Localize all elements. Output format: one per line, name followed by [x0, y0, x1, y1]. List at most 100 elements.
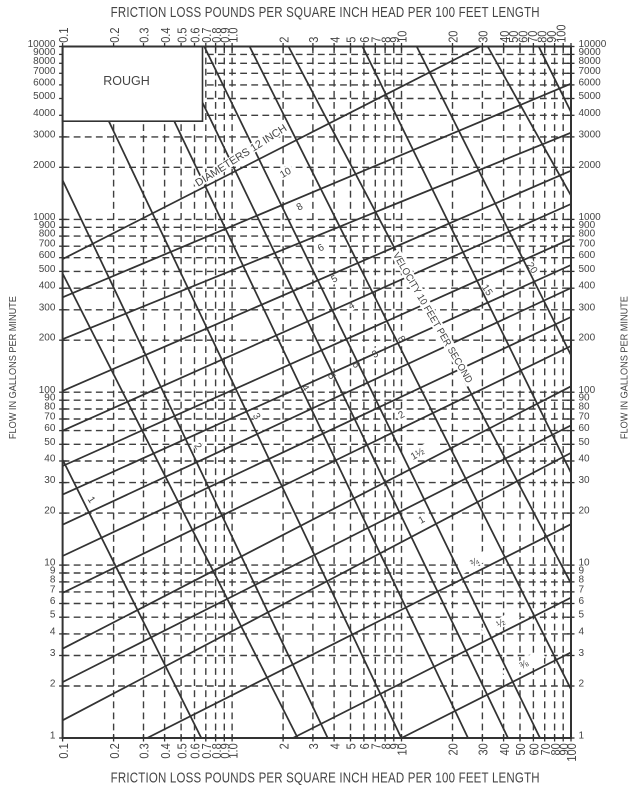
svg-text:8: 8: [50, 574, 56, 585]
svg-text:400: 400: [39, 281, 56, 292]
svg-text:70: 70: [538, 743, 553, 755]
svg-text:3: 3: [579, 648, 585, 659]
svg-text:9000: 9000: [33, 47, 56, 58]
svg-text:9: 9: [50, 566, 56, 577]
svg-text:90: 90: [44, 393, 56, 404]
svg-text:10000: 10000: [579, 39, 607, 50]
svg-text:2000: 2000: [33, 160, 56, 171]
svg-text:3000: 3000: [33, 129, 56, 140]
svg-text:9: 9: [387, 743, 402, 749]
svg-text:1.0: 1.0: [225, 27, 240, 42]
svg-text:80: 80: [548, 743, 563, 755]
svg-text:100: 100: [579, 385, 596, 396]
svg-text:4: 4: [347, 300, 358, 313]
svg-text:600: 600: [579, 250, 596, 261]
svg-text:9000: 9000: [579, 47, 602, 58]
svg-text:90: 90: [556, 743, 571, 755]
svg-text:300: 300: [39, 302, 56, 313]
svg-text:70: 70: [525, 30, 540, 42]
svg-text:0.4: 0.4: [158, 743, 173, 758]
svg-text:4: 4: [50, 626, 56, 637]
svg-text:3: 3: [50, 648, 56, 659]
svg-text:50: 50: [579, 437, 591, 448]
svg-text:1000: 1000: [579, 212, 602, 223]
svg-text:8: 8: [579, 574, 585, 585]
svg-text:0.3: 0.3: [137, 27, 152, 42]
svg-text:0.7: 0.7: [199, 27, 214, 42]
svg-text:50: 50: [44, 437, 56, 448]
svg-text:0.2: 0.2: [107, 27, 122, 42]
svg-text:40: 40: [497, 743, 512, 755]
svg-text:3: 3: [250, 411, 262, 422]
svg-text:FRICTION LOSS POUNDS PER SQUAR: FRICTION LOSS POUNDS PER SQUARE INCH HEA…: [111, 769, 540, 786]
svg-text:10: 10: [579, 558, 591, 569]
svg-text:60: 60: [527, 743, 542, 755]
svg-text:4000: 4000: [33, 108, 56, 119]
svg-text:5: 5: [330, 273, 341, 286]
svg-text:500: 500: [579, 264, 596, 275]
svg-text:7: 7: [50, 584, 56, 595]
svg-text:70: 70: [44, 412, 56, 423]
svg-text:10: 10: [395, 30, 410, 42]
svg-text:40: 40: [497, 30, 512, 42]
svg-text:60: 60: [579, 423, 591, 434]
svg-text:20: 20: [579, 506, 591, 517]
svg-text:9: 9: [579, 566, 585, 577]
svg-text:2: 2: [276, 743, 291, 749]
svg-text:100: 100: [564, 743, 579, 762]
svg-text:6: 6: [50, 596, 56, 607]
svg-text:0.7: 0.7: [199, 743, 214, 758]
svg-text:FLOW IN GALLONS PER MINUTE: FLOW IN GALLONS PER MINUTE: [8, 296, 19, 439]
svg-text:10: 10: [278, 166, 294, 181]
svg-text:20: 20: [446, 743, 461, 755]
svg-text:10: 10: [44, 558, 56, 569]
svg-text:700: 700: [39, 239, 56, 250]
svg-text:7000: 7000: [579, 66, 602, 77]
svg-text:6: 6: [316, 242, 327, 255]
svg-text:6: 6: [350, 360, 362, 371]
svg-text:800: 800: [579, 229, 596, 240]
svg-text:2: 2: [276, 36, 291, 42]
svg-text:1.0: 1.0: [225, 743, 240, 758]
svg-text:40: 40: [44, 454, 56, 465]
svg-text:30: 30: [476, 743, 491, 755]
svg-text:8: 8: [378, 743, 393, 749]
svg-text:5: 5: [579, 610, 585, 621]
svg-text:9: 9: [387, 36, 402, 42]
svg-text:1: 1: [50, 731, 56, 742]
svg-text:0.8: 0.8: [209, 743, 224, 758]
svg-text:3000: 3000: [579, 129, 602, 140]
svg-text:8: 8: [378, 36, 393, 42]
svg-text:500: 500: [39, 264, 56, 275]
svg-text:7: 7: [369, 743, 384, 749]
svg-text:3: 3: [370, 348, 381, 361]
svg-text:1: 1: [85, 495, 97, 506]
svg-text:0.8: 0.8: [209, 27, 224, 42]
svg-text:10: 10: [395, 743, 410, 755]
svg-text:5: 5: [325, 371, 337, 382]
svg-text:0.3: 0.3: [137, 743, 152, 758]
svg-text:3: 3: [306, 743, 321, 749]
svg-text:2: 2: [50, 679, 56, 690]
svg-text:5: 5: [50, 610, 56, 621]
svg-text:2: 2: [191, 441, 203, 452]
svg-text:6: 6: [357, 36, 372, 42]
svg-text:900: 900: [579, 220, 596, 231]
svg-text:60: 60: [516, 30, 531, 42]
svg-text:4: 4: [299, 383, 311, 394]
svg-text:7: 7: [579, 584, 585, 595]
svg-text:30: 30: [44, 475, 56, 486]
svg-text:10000: 10000: [28, 39, 56, 50]
svg-text:6: 6: [357, 743, 372, 749]
svg-text:0.5: 0.5: [174, 27, 189, 42]
svg-text:200: 200: [39, 333, 56, 344]
svg-text:50: 50: [513, 743, 528, 755]
svg-text:60: 60: [44, 423, 56, 434]
svg-text:40: 40: [579, 454, 591, 465]
svg-text:2000: 2000: [579, 160, 602, 171]
svg-text:100: 100: [554, 24, 569, 43]
svg-text:4: 4: [327, 36, 342, 42]
svg-text:FRICTION LOSS POUNDS PER SQUAR: FRICTION LOSS POUNDS PER SQUARE INCH HEA…: [111, 4, 540, 21]
svg-text:FLOW IN GALLONS PER MINUTE: FLOW IN GALLONS PER MINUTE: [620, 296, 631, 439]
svg-text:20: 20: [446, 30, 461, 42]
